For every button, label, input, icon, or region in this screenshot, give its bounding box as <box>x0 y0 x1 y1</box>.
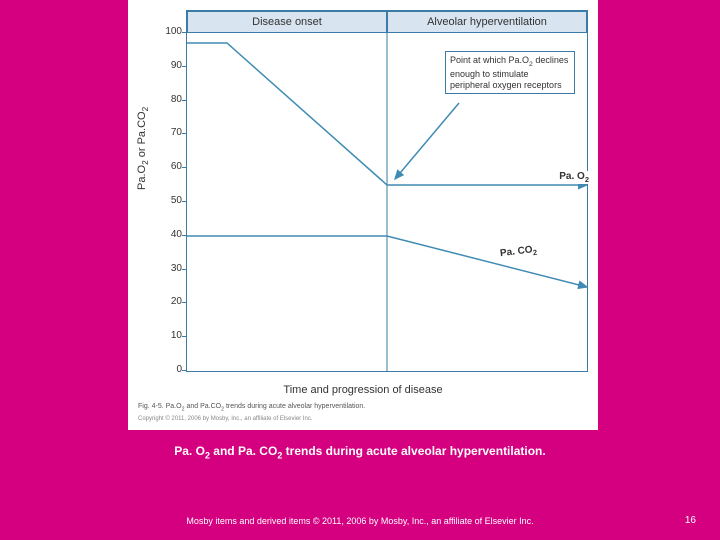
y-tick-mark-10 <box>182 336 186 337</box>
figure-caption-small: Fig. 4-5. Pa.O2 and Pa.CO2 trends during… <box>138 403 365 412</box>
y-tick-90: 90 <box>158 60 182 71</box>
x-axis-label: Time and progression of disease <box>128 384 598 396</box>
y-tick-mark-80 <box>182 100 186 101</box>
y-tick-20: 20 <box>158 296 182 307</box>
figure-container: Pa.O2 or Pa.CO2 Disease onset Alveolar h… <box>128 0 598 430</box>
y-tick-mark-30 <box>182 269 186 270</box>
y-tick-70: 70 <box>158 127 182 138</box>
y-tick-100: 100 <box>158 26 182 37</box>
plot-area: Disease onset Alveolar hyperventilation … <box>186 10 588 372</box>
y-tick-mark-40 <box>182 235 186 236</box>
y-tick-mark-0 <box>182 370 186 371</box>
y-tick-30: 30 <box>158 263 182 274</box>
y-tick-mark-20 <box>182 302 186 303</box>
slide-caption: Pa. O2 and Pa. CO2 trends during acute a… <box>0 444 720 460</box>
page-number: 16 <box>685 515 696 526</box>
annotation-box: Point at which Pa.O2 declines enough to … <box>445 51 575 94</box>
y-tick-60: 60 <box>158 161 182 172</box>
y-tick-50: 50 <box>158 195 182 206</box>
y-tick-40: 40 <box>158 229 182 240</box>
y-tick-0: 0 <box>158 364 182 375</box>
y-tick-mark-50 <box>182 201 186 202</box>
y-tick-mark-70 <box>182 133 186 134</box>
figure-copyright-small: Copyright © 2011, 2006 by Mosby, Inc., a… <box>138 416 313 422</box>
series-label-pao2: Pa. O2 <box>557 171 591 184</box>
y-axis-label: Pa.O2 or Pa.CO2 <box>136 107 150 190</box>
y-tick-mark-60 <box>182 167 186 168</box>
slide-copyright: Mosby items and derived items © 2011, 20… <box>0 516 720 526</box>
y-tick-mark-100 <box>182 32 186 33</box>
y-tick-80: 80 <box>158 94 182 105</box>
y-tick-10: 10 <box>158 330 182 341</box>
y-tick-mark-90 <box>182 66 186 67</box>
